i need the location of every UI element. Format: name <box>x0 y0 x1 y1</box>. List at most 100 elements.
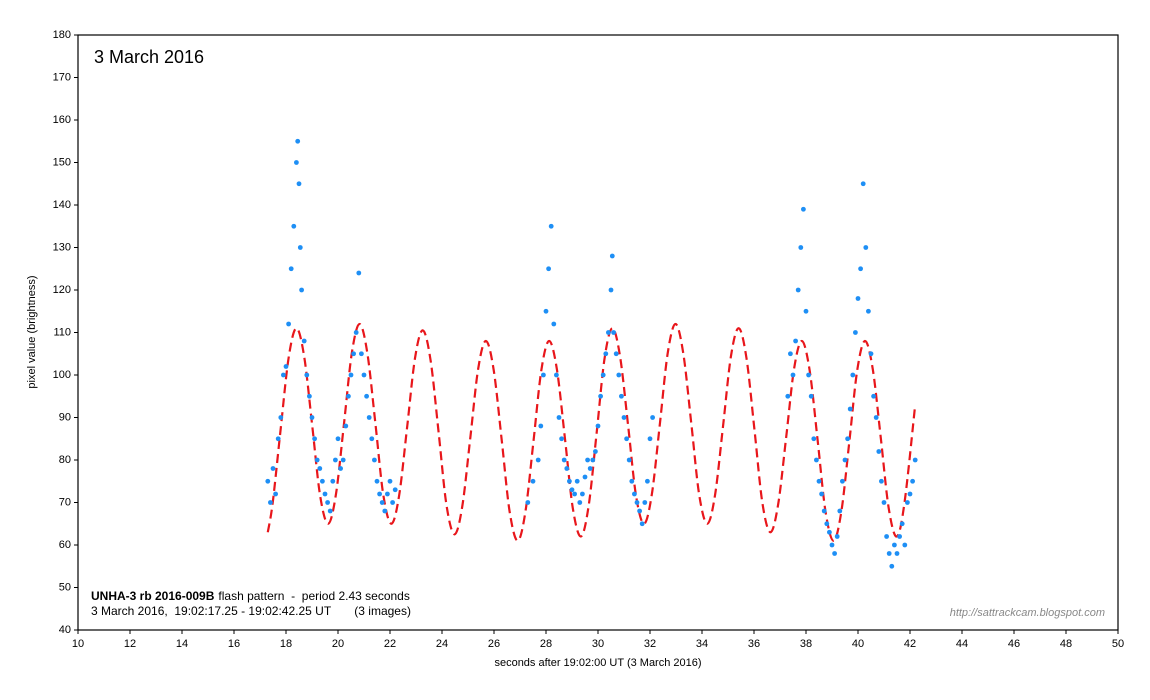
data-point <box>842 457 848 463</box>
fit-curve <box>266 322 917 542</box>
data-point <box>569 487 575 493</box>
data-point <box>795 287 801 293</box>
data-point <box>317 466 323 471</box>
data-point <box>647 436 653 442</box>
data-point <box>377 491 382 497</box>
y-tick-label: 140 <box>53 199 71 211</box>
x-tick-label: 48 <box>1060 638 1072 650</box>
data-point <box>390 500 395 505</box>
data-point <box>611 330 616 335</box>
data-point <box>348 372 354 378</box>
data-point <box>574 478 580 484</box>
data-point <box>572 491 577 497</box>
data-point <box>392 487 398 493</box>
x-tick-label: 18 <box>280 638 292 650</box>
data-point <box>312 436 317 442</box>
data-point <box>829 542 835 548</box>
y-tick-label: 170 <box>53 71 71 83</box>
data-point <box>301 338 307 344</box>
data-point <box>281 372 286 378</box>
data-point <box>551 321 557 327</box>
note-line-2: 3 March 2016, 19:02:17.25 - 19:02:42.25 … <box>91 604 411 618</box>
x-tick-label: 12 <box>124 638 136 650</box>
x-tick-label: 36 <box>748 638 760 650</box>
data-point <box>871 393 876 399</box>
x-tick-label: 34 <box>696 638 708 650</box>
data-point <box>609 253 615 259</box>
data-point <box>295 138 301 144</box>
data-point <box>873 415 879 420</box>
data-point <box>541 372 546 378</box>
x-tick-label: 32 <box>644 638 656 650</box>
data-point <box>798 245 804 250</box>
data-point <box>546 266 551 272</box>
y-tick-label: 50 <box>59 581 71 593</box>
data-point <box>603 351 609 357</box>
data-point <box>564 466 570 471</box>
data-point <box>639 521 645 527</box>
data-point <box>827 529 832 535</box>
data-point <box>530 478 536 484</box>
y-tick-label: 180 <box>53 29 71 41</box>
data-point <box>637 508 642 514</box>
data-point <box>910 478 915 484</box>
data-point <box>265 478 271 484</box>
data-point <box>634 500 640 505</box>
data-point <box>858 266 863 272</box>
data-point <box>297 245 303 250</box>
x-tick-label: 26 <box>488 638 500 650</box>
y-tick-label: 150 <box>53 156 71 168</box>
data-point <box>369 436 375 442</box>
data-point <box>819 491 824 497</box>
data-point <box>330 478 336 484</box>
data-point <box>278 415 284 420</box>
data-point <box>879 478 884 484</box>
x-tick-label: 42 <box>904 638 916 650</box>
data-point <box>307 393 312 399</box>
data-point <box>288 266 294 272</box>
x-tick-label: 22 <box>384 638 396 650</box>
data-point <box>785 393 791 399</box>
data-point <box>340 457 346 463</box>
data-point <box>912 457 918 463</box>
data-point <box>270 466 276 471</box>
data-point <box>379 500 385 505</box>
data-point <box>832 551 837 556</box>
data-point <box>884 534 889 539</box>
data-point <box>548 223 554 229</box>
data-point <box>645 478 650 484</box>
data-point <box>525 500 531 505</box>
data-point <box>559 436 564 442</box>
data-point <box>790 372 796 378</box>
data-point <box>582 474 588 480</box>
data-point <box>889 563 895 569</box>
data-point <box>793 338 798 344</box>
data-point <box>364 393 369 399</box>
y-tick-label: 80 <box>59 454 71 466</box>
data-point <box>863 245 869 250</box>
data-point <box>338 466 343 471</box>
data-point <box>642 500 648 505</box>
y-tick-label: 100 <box>53 369 71 381</box>
x-tick-label: 28 <box>540 638 552 650</box>
data-point <box>876 449 882 454</box>
data-point <box>808 393 814 399</box>
data-point <box>327 508 333 514</box>
data-point <box>554 372 559 378</box>
data-point <box>860 181 866 187</box>
data-point <box>824 521 830 527</box>
data-point <box>385 491 390 497</box>
data-point <box>650 415 655 420</box>
data-point <box>580 491 585 497</box>
data-point <box>590 457 596 463</box>
y-tick-label: 110 <box>53 326 71 338</box>
data-point <box>897 534 902 539</box>
x-tick-label: 44 <box>956 638 968 650</box>
data-point <box>343 423 349 429</box>
data-point <box>283 364 289 369</box>
plot-frame <box>77 34 1119 631</box>
x-tick-label: 24 <box>436 638 448 650</box>
data-point <box>899 521 905 527</box>
data-point <box>600 372 606 378</box>
data-point <box>632 491 637 497</box>
